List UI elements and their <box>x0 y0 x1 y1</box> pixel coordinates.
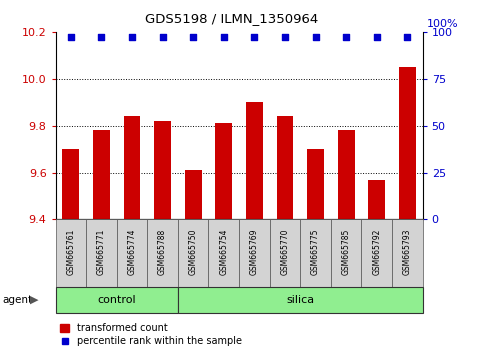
Bar <box>338 130 355 219</box>
Bar <box>124 116 141 219</box>
Bar <box>178 219 209 287</box>
Bar <box>62 149 79 219</box>
Bar <box>246 102 263 219</box>
Bar <box>369 179 385 219</box>
Bar <box>93 130 110 219</box>
Text: GSM665775: GSM665775 <box>311 229 320 275</box>
Bar <box>300 219 331 287</box>
Text: silica: silica <box>286 295 314 305</box>
Text: control: control <box>98 295 136 305</box>
Text: agent: agent <box>2 295 32 305</box>
Point <box>281 35 289 40</box>
Text: GSM665761: GSM665761 <box>66 229 75 275</box>
Bar <box>361 219 392 287</box>
Text: GSM665754: GSM665754 <box>219 229 228 275</box>
Point <box>403 35 411 40</box>
Bar <box>270 219 300 287</box>
Bar <box>307 149 324 219</box>
Bar <box>331 219 361 287</box>
Bar <box>209 219 239 287</box>
Text: GSM665750: GSM665750 <box>189 229 198 275</box>
Text: GSM665793: GSM665793 <box>403 229 412 275</box>
Text: GSM665785: GSM665785 <box>341 229 351 275</box>
Bar <box>215 123 232 219</box>
Bar <box>56 219 86 287</box>
Point <box>373 35 381 40</box>
Text: ▶: ▶ <box>30 295 39 305</box>
Bar <box>117 219 147 287</box>
Legend: transformed count, percentile rank within the sample: transformed count, percentile rank withi… <box>60 324 242 346</box>
Point <box>342 35 350 40</box>
Point <box>67 35 75 40</box>
Text: 100%: 100% <box>427 19 458 29</box>
Point <box>220 35 227 40</box>
Text: GDS5198 / ILMN_1350964: GDS5198 / ILMN_1350964 <box>145 12 318 25</box>
Bar <box>147 219 178 287</box>
Point <box>189 35 197 40</box>
Bar <box>399 67 416 219</box>
Bar <box>392 219 423 287</box>
Text: GSM665788: GSM665788 <box>158 229 167 275</box>
Bar <box>239 219 270 287</box>
Bar <box>178 287 423 313</box>
Text: GSM665792: GSM665792 <box>372 229 381 275</box>
Bar <box>277 116 293 219</box>
Text: GSM665771: GSM665771 <box>97 229 106 275</box>
Text: GSM665774: GSM665774 <box>128 229 137 275</box>
Point <box>128 35 136 40</box>
Point <box>251 35 258 40</box>
Point <box>98 35 105 40</box>
Text: GSM665769: GSM665769 <box>250 229 259 275</box>
Bar <box>56 287 178 313</box>
Point <box>312 35 319 40</box>
Bar <box>154 121 171 219</box>
Text: GSM665770: GSM665770 <box>281 229 289 275</box>
Bar <box>86 219 117 287</box>
Bar <box>185 170 201 219</box>
Point <box>159 35 167 40</box>
